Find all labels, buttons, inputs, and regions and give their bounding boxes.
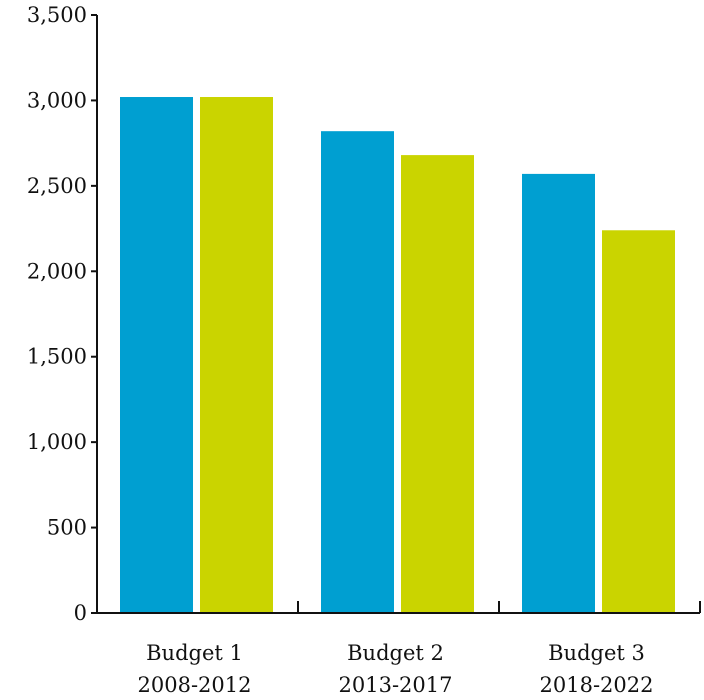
x-category-label-line1: Budget 3 <box>548 641 645 665</box>
axes-group <box>91 14 701 614</box>
x-category-label-line1: Budget 1 <box>146 641 243 665</box>
y-tick-label: 2,000 <box>27 259 87 283</box>
y-tick-labels: 0 500 1,000 1,500 2,000 2,500 3,000 3,500 <box>27 3 87 625</box>
y-tick-label: 1,500 <box>27 345 87 369</box>
y-tick-label: 3,500 <box>27 3 87 27</box>
y-tick-label: 500 <box>47 516 87 540</box>
x-category-labels: Budget 1 2008-2012 Budget 2 2013-2017 Budget… <box>138 641 654 697</box>
bar-series-2-cat-2 <box>401 155 474 614</box>
x-category-label-line2: 2008-2012 <box>138 673 252 697</box>
y-tick-label: 2,500 <box>27 174 87 198</box>
x-category-label-line2: 2018-2022 <box>540 673 654 697</box>
y-tick-label: 1,000 <box>27 430 87 454</box>
y-tick-label: 3,000 <box>27 88 87 112</box>
x-category-label-line2: 2013-2017 <box>339 673 453 697</box>
bar-series-1-cat-1 <box>120 97 193 614</box>
bars-group <box>120 97 675 614</box>
y-tick-label: 0 <box>74 601 87 625</box>
bar-series-2-cat-1 <box>200 97 273 614</box>
bar-series-1-cat-3 <box>522 173 595 613</box>
bar-series-2-cat-3 <box>602 230 675 613</box>
x-category-label-line1: Budget 2 <box>347 641 444 665</box>
bar-series-1-cat-2 <box>321 131 394 613</box>
